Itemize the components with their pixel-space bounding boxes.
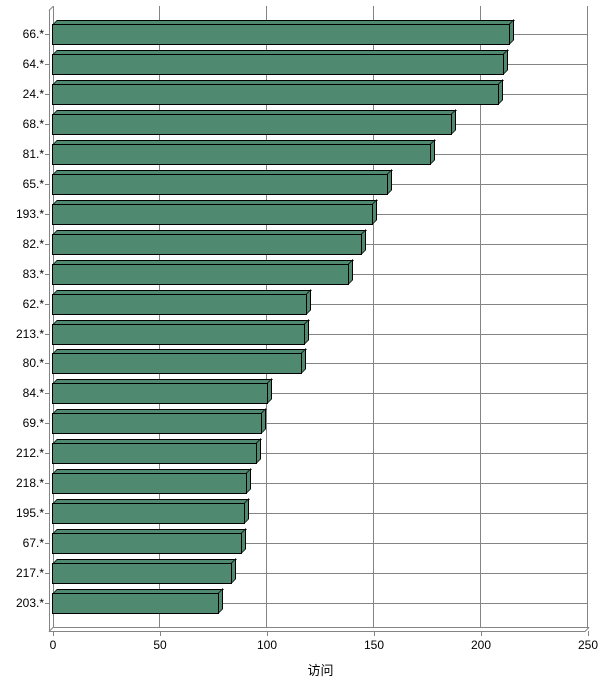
bar — [52, 503, 245, 525]
h-gridline — [53, 303, 588, 305]
bar — [52, 593, 219, 615]
category-label: 83.* — [22, 266, 44, 281]
v-gridline — [587, 6, 588, 627]
category-label: 212.* — [15, 446, 44, 461]
v-gridline — [480, 6, 481, 627]
bar — [52, 563, 232, 585]
category-tick — [45, 243, 49, 245]
x-tick — [374, 631, 375, 636]
category-label: 65.* — [22, 176, 44, 191]
h-gridline — [53, 603, 588, 605]
category-tick — [45, 153, 49, 155]
x-tick — [53, 631, 54, 636]
x-tick — [267, 631, 268, 636]
category-tick — [45, 483, 49, 485]
bar — [52, 293, 307, 315]
bar — [52, 113, 452, 135]
h-gridline — [53, 453, 588, 455]
y-axis-back-line — [53, 6, 54, 627]
category-label: 64.* — [22, 56, 44, 71]
category-tick — [45, 333, 49, 335]
h-gridline — [53, 513, 588, 515]
bar — [52, 443, 257, 465]
category-tick — [45, 63, 49, 65]
category-tick — [45, 423, 49, 425]
category-tick — [45, 34, 49, 35]
category-label: 62.* — [22, 296, 44, 311]
bar — [52, 83, 499, 105]
h-gridline — [53, 483, 588, 485]
x-tick — [588, 631, 589, 636]
x-tick-label: 0 — [49, 638, 57, 652]
category-tick — [45, 273, 49, 275]
category-tick — [45, 393, 49, 395]
category-tick — [45, 183, 49, 185]
h-gridline — [53, 363, 588, 365]
x-tick-label: 250 — [577, 638, 599, 652]
category-tick — [45, 453, 49, 455]
category-tick — [45, 363, 49, 365]
bar — [52, 233, 362, 255]
h-gridline — [53, 393, 588, 395]
category-tick — [45, 603, 49, 605]
bar — [52, 143, 431, 165]
x-tick-label: 150 — [363, 638, 385, 652]
x-tick — [160, 631, 161, 636]
x-tick-label: 50 — [153, 638, 167, 652]
v-gridline — [266, 6, 267, 627]
category-label: 66.* — [22, 27, 44, 41]
bar — [52, 473, 247, 495]
category-label: 193.* — [15, 206, 44, 221]
category-tick — [45, 573, 49, 575]
category-label: 203.* — [15, 596, 44, 611]
category-tick — [45, 513, 49, 515]
category-label: 217.* — [15, 566, 44, 581]
category-tick — [45, 93, 49, 95]
bar — [52, 24, 510, 45]
bar — [52, 323, 305, 345]
x-tick — [481, 631, 482, 636]
category-label: 213.* — [15, 326, 44, 341]
bar — [52, 53, 504, 75]
x-axis-back-line — [53, 627, 589, 628]
category-label: 218.* — [15, 476, 44, 491]
h-gridline — [53, 573, 588, 575]
x-axis-front-line — [49, 631, 585, 632]
category-tick — [45, 123, 49, 125]
bar — [52, 173, 388, 195]
category-label: 81.* — [22, 146, 44, 161]
bar — [52, 203, 373, 225]
x-axis-title: 访问 — [307, 663, 334, 678]
bar — [52, 353, 302, 375]
category-label: 67.* — [22, 536, 44, 551]
bar — [52, 383, 268, 405]
y-axis-front-line — [49, 10, 50, 631]
category-tick — [45, 303, 49, 305]
x-tick-label: 200 — [470, 638, 492, 652]
category-label: 195.* — [15, 506, 44, 521]
category-label: 80.* — [22, 356, 44, 371]
bar — [52, 263, 349, 285]
category-tick — [45, 543, 49, 545]
bar — [52, 413, 262, 435]
v-gridline — [159, 6, 160, 627]
v-gridline — [373, 6, 374, 627]
category-label: 84.* — [22, 386, 44, 401]
bar — [52, 533, 242, 555]
category-tick — [45, 213, 49, 215]
category-label: 82.* — [22, 236, 44, 251]
category-label: 68.* — [22, 116, 44, 131]
h-gridline — [53, 543, 588, 545]
h-gridline — [53, 333, 588, 335]
h-gridline — [53, 423, 588, 425]
category-label: 69.* — [22, 416, 44, 431]
category-label: 24.* — [22, 86, 44, 101]
x-tick-label: 100 — [256, 638, 278, 652]
